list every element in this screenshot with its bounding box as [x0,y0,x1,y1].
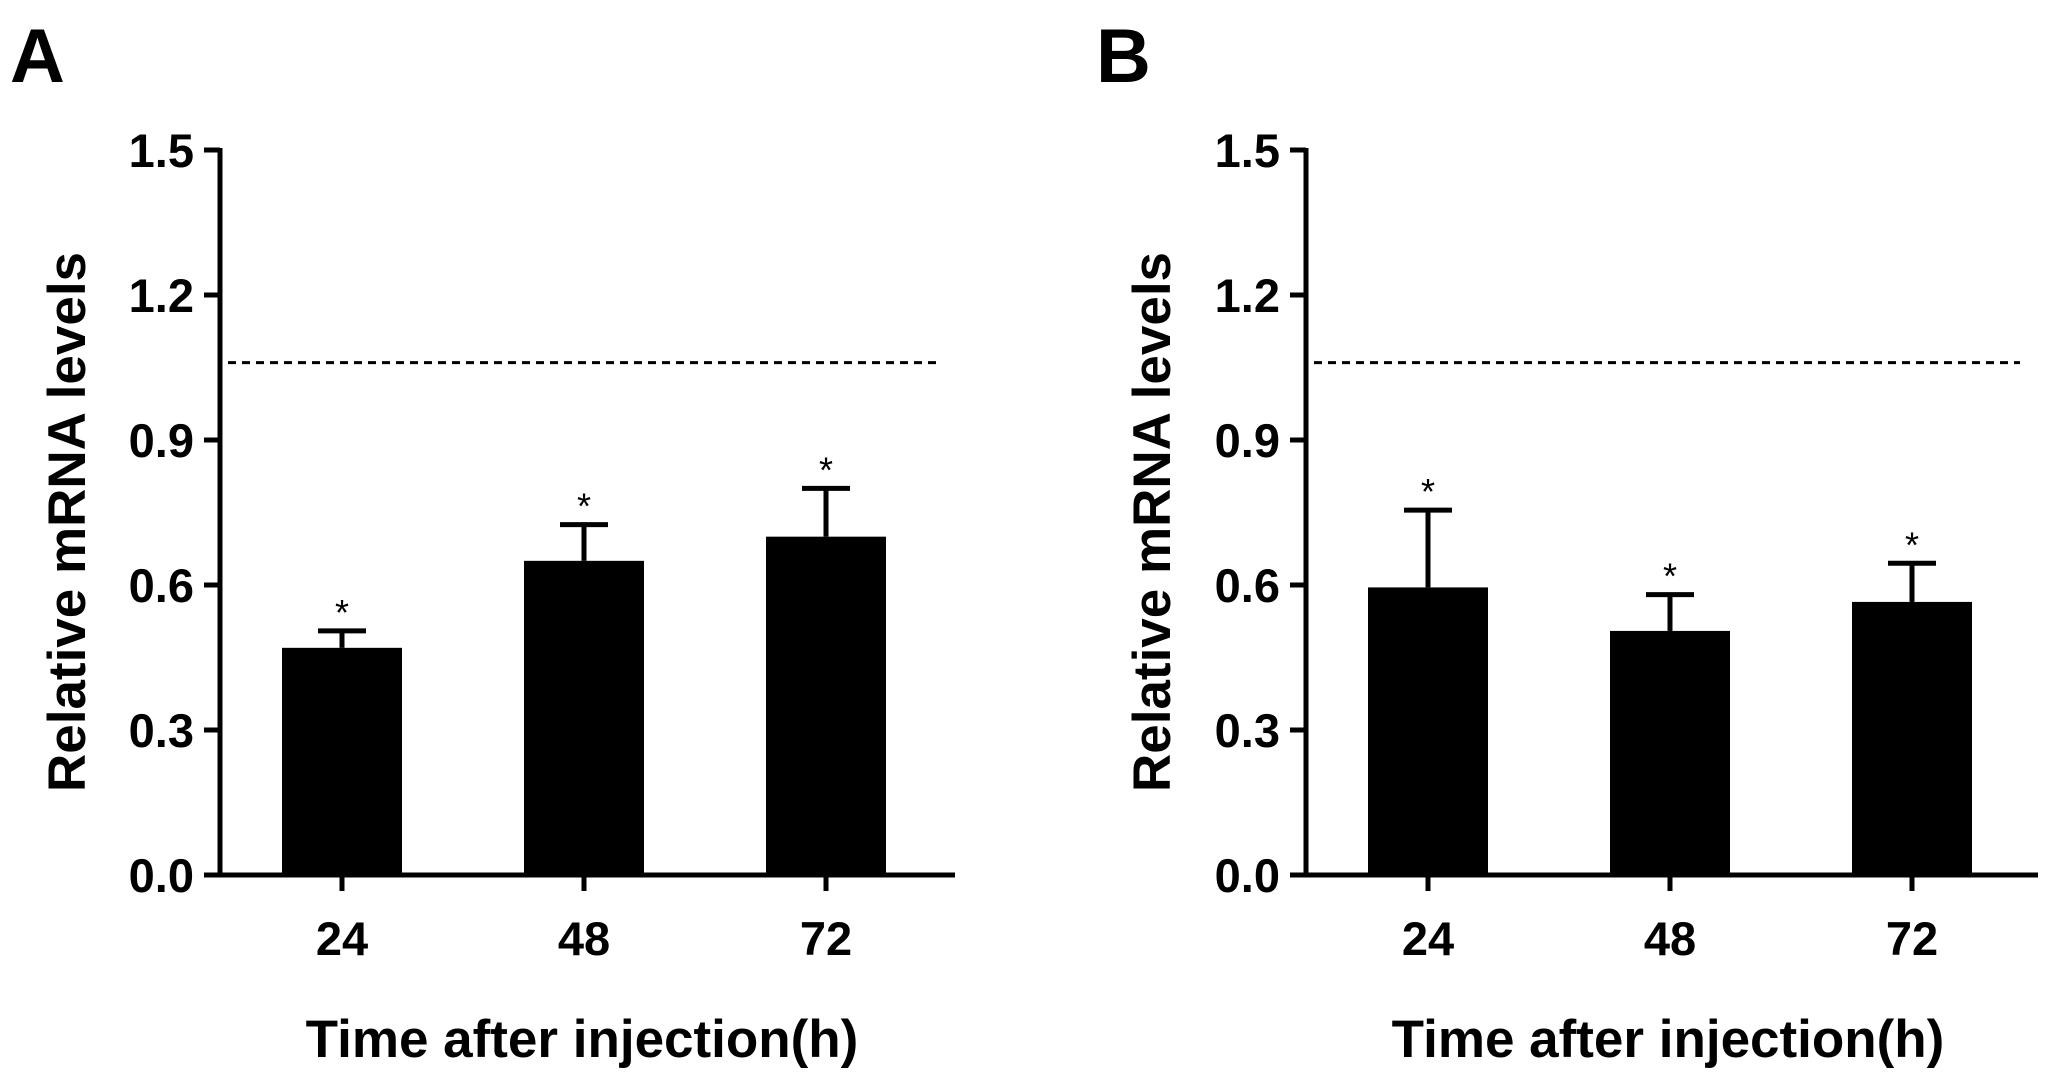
x-tick-label: 72 [1886,912,1938,965]
x-tick-label: 72 [800,912,852,965]
y-tick-label: 0.0 [129,849,194,902]
x-axis-title: Time after injection(h) [1392,1010,1945,1069]
y-tick-label: 0.0 [1215,849,1280,902]
y-tick-label: 1.5 [1215,124,1280,177]
significance-marker: * [1421,471,1435,512]
y-tick-label: 0.3 [1215,704,1280,757]
significance-marker: * [577,486,591,527]
x-tick-label: 24 [1402,912,1454,965]
y-tick-label: 0.9 [129,414,194,467]
bar [1852,601,1972,875]
bar [766,536,886,875]
panel-b: B Relative mRNA levels Time after inject… [1096,14,2038,1069]
significance-marker: * [1905,524,1919,565]
significance-marker: * [335,592,349,633]
y-axis-title: Relative mRNA levels [38,252,97,792]
y-tick-label: 0.6 [129,559,194,612]
significance-marker: * [819,449,833,490]
y-tick-label: 1.5 [129,124,194,177]
chart-marks: * 24 * 48 * 72 0.0 0.3 0.6 0.9 1.2 1.5 [1215,124,2038,965]
y-tick-label: 0.3 [129,704,194,757]
x-axis-title: Time after injection(h) [306,1010,859,1069]
significance-marker: * [1663,556,1677,597]
panel-letter: B [1096,14,1151,99]
panel-a: A Relative mRNA levels Time after inject… [10,14,955,1069]
bar [282,647,402,875]
bar [524,560,644,875]
y-tick-label: 0.6 [1215,559,1280,612]
chart-marks: * 24 * 48 * 72 0.0 0.3 0.6 0.9 1.2 1.5 [129,124,955,965]
y-tick-label: 1.2 [1215,269,1280,322]
panel-letter: A [10,14,65,99]
bar [1610,630,1730,875]
y-tick-label: 0.9 [1215,414,1280,467]
y-tick-label: 1.2 [129,269,194,322]
x-tick-label: 24 [316,912,368,965]
bar [1368,587,1488,875]
y-axis-title: Relative mRNA levels [1123,252,1182,792]
x-tick-label: 48 [1644,912,1696,965]
x-tick-label: 48 [558,912,610,965]
